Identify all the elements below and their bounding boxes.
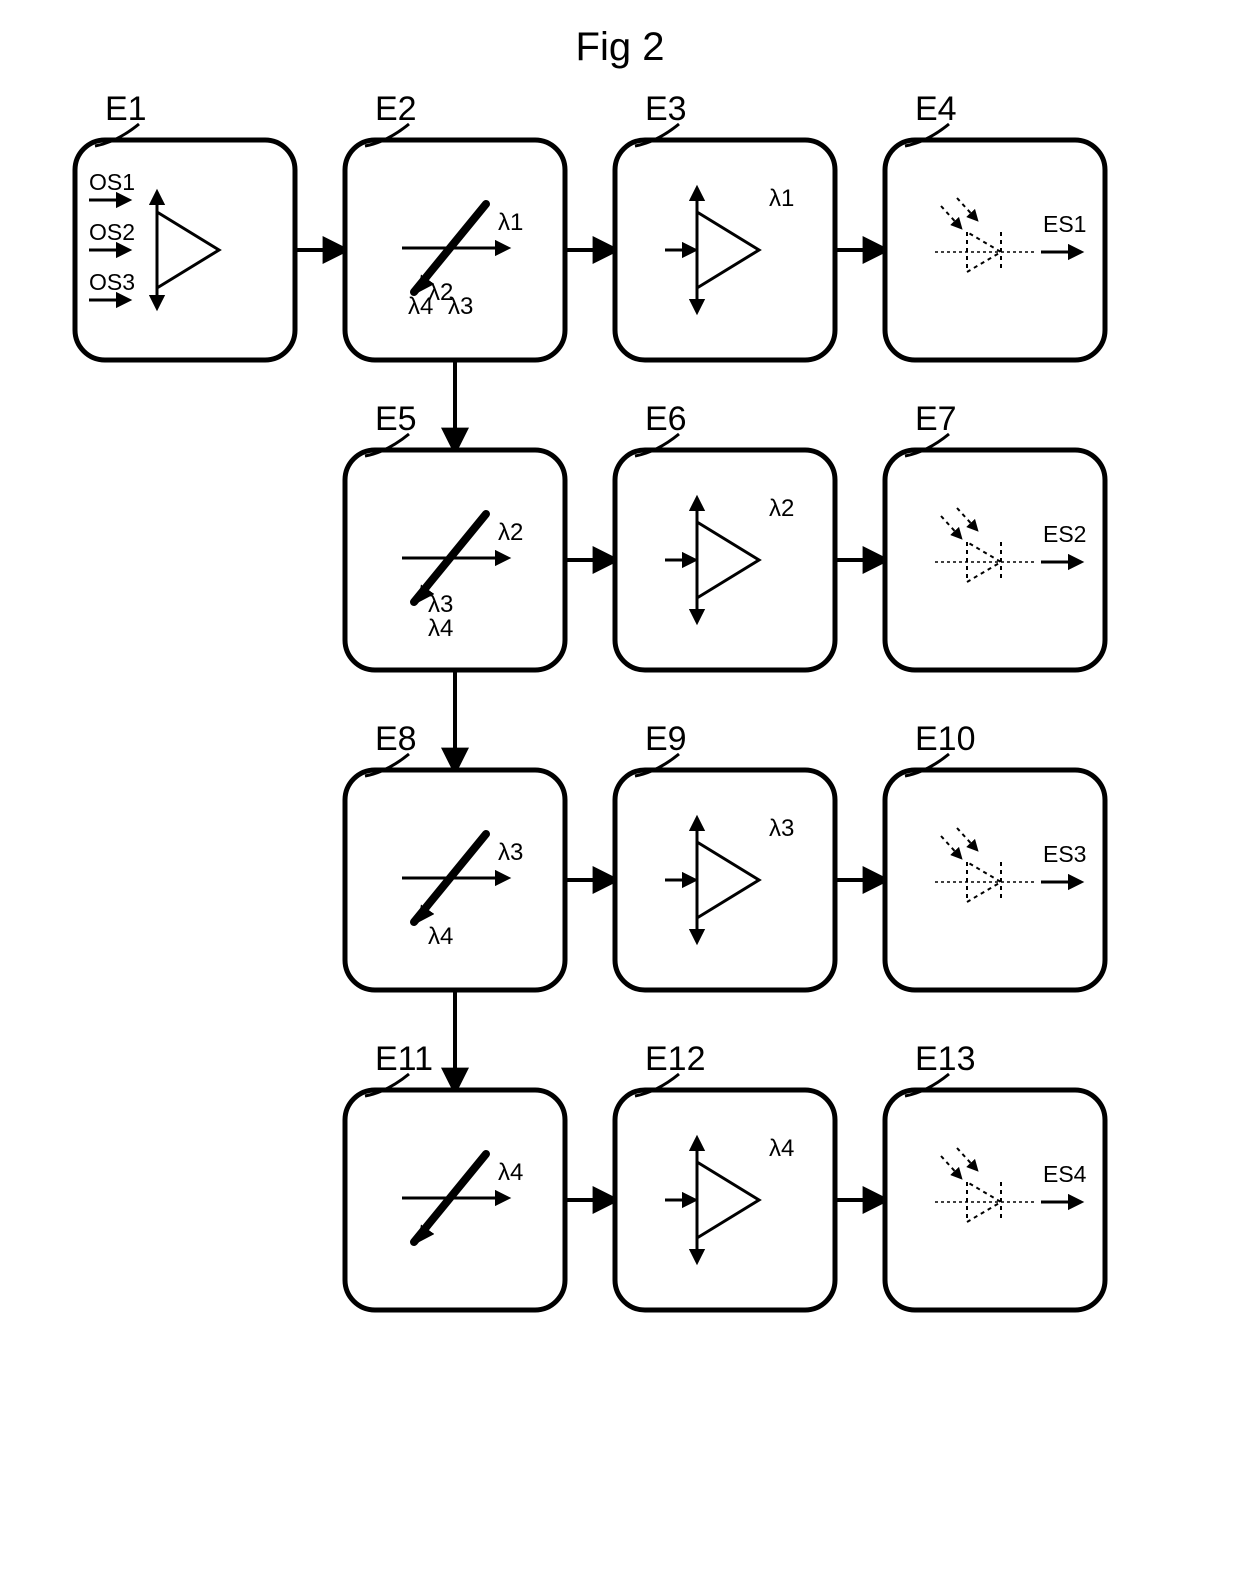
figure-title: Fig 2 xyxy=(576,25,665,69)
node-E10: ES3 xyxy=(885,770,1105,990)
node-E7: ES2 xyxy=(885,450,1105,670)
node-label-E2: E2 xyxy=(375,90,417,128)
node-E1: OS1 OS2 OS3 xyxy=(75,140,295,360)
svg-text:ES1: ES1 xyxy=(1043,211,1086,237)
diagram-canvas: Fig 2 OS1OS2OS3E1λ1λ2λ3λ4E2λ1E3ES1E4λ2λ3… xyxy=(0,0,1240,1584)
node-E3: λ1 xyxy=(615,140,835,360)
node-E9: λ3 xyxy=(615,770,835,990)
node-label-E3: E3 xyxy=(645,90,687,128)
svg-text:λ4: λ4 xyxy=(498,1159,523,1186)
node-label-E8: E8 xyxy=(375,720,417,758)
svg-text:λ2: λ2 xyxy=(769,495,794,522)
node-E12: λ4 xyxy=(615,1090,835,1310)
node-label-E12: E12 xyxy=(645,1040,706,1078)
node-E5: λ2 λ3λ4 xyxy=(345,450,565,670)
node-label-E10: E10 xyxy=(915,720,976,758)
svg-text:λ1: λ1 xyxy=(498,209,523,236)
node-label-E9: E9 xyxy=(645,720,687,758)
node-label-E1: E1 xyxy=(105,90,147,128)
svg-text:λ4: λ4 xyxy=(408,293,433,320)
svg-text:ES3: ES3 xyxy=(1043,841,1086,867)
svg-text:OS1: OS1 xyxy=(89,169,135,195)
svg-text:λ4: λ4 xyxy=(428,615,453,642)
svg-text:OS3: OS3 xyxy=(89,269,135,295)
svg-text:OS2: OS2 xyxy=(89,219,135,245)
node-label-E6: E6 xyxy=(645,400,687,438)
node-label-E11: E11 xyxy=(375,1040,433,1078)
svg-text:λ2: λ2 xyxy=(498,519,523,546)
node-E13: ES4 xyxy=(885,1090,1105,1310)
node-E8: λ3 λ4 xyxy=(345,770,565,990)
svg-text:ES4: ES4 xyxy=(1043,1161,1087,1187)
svg-text:ES2: ES2 xyxy=(1043,521,1086,547)
node-E2: λ1λ2λ3λ4 xyxy=(345,140,565,360)
node-label-E5: E5 xyxy=(375,400,417,438)
node-E4: ES1 xyxy=(885,140,1105,360)
node-label-E7: E7 xyxy=(915,400,957,438)
svg-text:λ4: λ4 xyxy=(428,923,453,950)
svg-text:λ3: λ3 xyxy=(769,815,794,842)
svg-text:λ1: λ1 xyxy=(769,185,794,212)
node-E11: λ4 xyxy=(345,1090,565,1310)
svg-text:λ3: λ3 xyxy=(498,839,523,866)
node-label-E4: E4 xyxy=(915,90,957,128)
svg-text:λ3: λ3 xyxy=(428,591,453,618)
node-E6: λ2 xyxy=(615,450,835,670)
svg-text:λ3: λ3 xyxy=(448,293,473,320)
node-label-E13: E13 xyxy=(915,1040,976,1078)
svg-text:λ4: λ4 xyxy=(769,1135,794,1162)
